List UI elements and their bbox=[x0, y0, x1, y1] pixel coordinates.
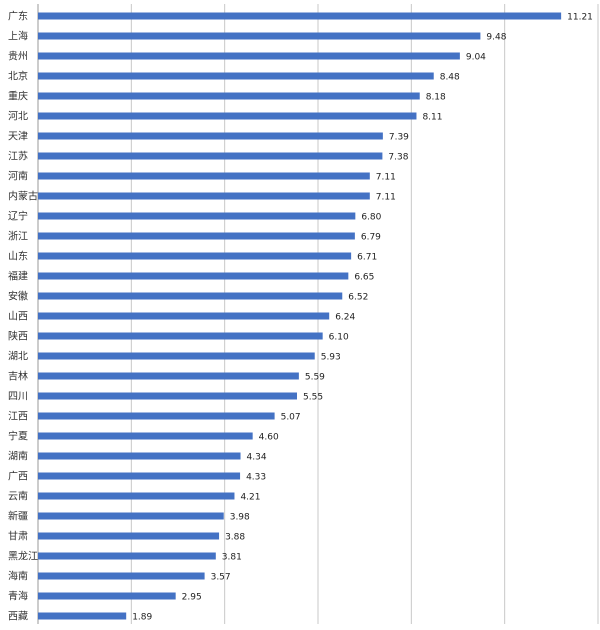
bar bbox=[38, 592, 176, 600]
value-label: 5.07 bbox=[281, 413, 301, 423]
category-label: 青海 bbox=[8, 590, 28, 603]
category-label: 湖北 bbox=[8, 351, 28, 363]
bar bbox=[38, 72, 434, 80]
category-label: 西藏 bbox=[8, 611, 28, 623]
value-label: 6.80 bbox=[361, 213, 381, 223]
value-label: 4.60 bbox=[259, 433, 279, 443]
value-label: 6.79 bbox=[361, 233, 381, 243]
category-label: 江西 bbox=[8, 411, 28, 423]
category-label: 湖南 bbox=[8, 450, 28, 463]
bar bbox=[38, 512, 224, 520]
bar bbox=[38, 112, 417, 120]
value-label: 4.33 bbox=[246, 473, 266, 483]
bar bbox=[38, 272, 349, 280]
value-label: 9.04 bbox=[466, 53, 486, 63]
category-label: 四川 bbox=[8, 392, 28, 403]
value-label: 4.34 bbox=[247, 453, 267, 463]
category-label: 广西 bbox=[8, 471, 28, 483]
bar bbox=[38, 12, 562, 20]
category-label: 黑龙江 bbox=[8, 550, 38, 563]
bar bbox=[38, 492, 235, 500]
bar bbox=[38, 192, 370, 200]
bar bbox=[38, 172, 370, 180]
category-label: 河北 bbox=[8, 111, 28, 123]
category-label: 山西 bbox=[8, 311, 28, 323]
category-label: 宁夏 bbox=[8, 430, 28, 443]
value-label: 3.98 bbox=[230, 513, 250, 523]
category-label: 江苏 bbox=[8, 150, 28, 163]
category-label: 内蒙古 bbox=[8, 190, 38, 203]
category-label: 吉林 bbox=[8, 370, 28, 383]
category-label: 山东 bbox=[8, 250, 28, 263]
bar bbox=[38, 132, 383, 140]
category-label: 广东 bbox=[8, 10, 28, 23]
value-label: 5.93 bbox=[321, 353, 341, 363]
category-label: 天津 bbox=[8, 131, 28, 143]
category-label: 海南 bbox=[8, 570, 28, 583]
bar bbox=[38, 92, 420, 100]
value-label: 8.11 bbox=[422, 113, 442, 123]
bars bbox=[38, 12, 562, 620]
bar bbox=[38, 232, 355, 240]
value-label: 3.81 bbox=[222, 553, 242, 563]
value-label: 6.71 bbox=[357, 253, 377, 263]
category-label: 北京 bbox=[8, 70, 28, 83]
bar bbox=[38, 352, 315, 360]
bar bbox=[38, 412, 275, 420]
category-label: 甘肃 bbox=[8, 530, 28, 543]
bar bbox=[38, 52, 460, 60]
value-label: 9.48 bbox=[486, 33, 506, 43]
category-label: 河南 bbox=[8, 170, 28, 183]
value-label: 6.24 bbox=[335, 313, 355, 323]
category-label: 陕西 bbox=[8, 330, 28, 343]
value-label: 5.59 bbox=[305, 373, 325, 383]
bar bbox=[38, 292, 343, 300]
category-label: 贵州 bbox=[8, 50, 28, 63]
bar bbox=[38, 532, 220, 540]
value-label: 7.38 bbox=[388, 153, 408, 163]
bar bbox=[38, 152, 383, 160]
value-label: 8.18 bbox=[426, 93, 446, 103]
category-label: 浙江 bbox=[8, 231, 28, 243]
category-label: 上海 bbox=[8, 30, 28, 43]
bar bbox=[38, 472, 241, 480]
bar bbox=[38, 432, 253, 440]
bar bbox=[38, 32, 481, 40]
bar bbox=[38, 392, 297, 400]
bar bbox=[38, 452, 241, 460]
bar bbox=[38, 252, 352, 260]
category-labels: 广东上海贵州北京重庆河北天津江苏河南内蒙古辽宁浙江山东福建安徽山西陕西湖北吉林四… bbox=[8, 10, 38, 623]
value-label: 7.11 bbox=[376, 173, 396, 183]
value-label: 7.39 bbox=[389, 133, 409, 143]
value-label: 7.11 bbox=[376, 193, 396, 203]
bar bbox=[38, 612, 127, 620]
value-label: 3.88 bbox=[225, 533, 245, 543]
bar bbox=[38, 552, 216, 560]
value-label: 5.55 bbox=[303, 393, 323, 403]
bar bbox=[38, 572, 205, 580]
category-label: 新疆 bbox=[8, 510, 28, 523]
category-label: 重庆 bbox=[8, 90, 28, 103]
bar bbox=[38, 372, 299, 380]
value-label: 4.21 bbox=[240, 493, 260, 503]
value-label: 11.21 bbox=[567, 13, 593, 23]
category-label: 辽宁 bbox=[8, 210, 28, 223]
value-label: 6.52 bbox=[348, 293, 368, 303]
category-label: 安徽 bbox=[8, 290, 28, 303]
value-label: 3.57 bbox=[211, 573, 231, 583]
bar bbox=[38, 312, 330, 320]
value-label: 2.95 bbox=[182, 593, 202, 603]
value-labels: 11.21 9.489.04 8.48 8.18 8.11 7.39 7.38 7.11 7.1… bbox=[132, 13, 593, 623]
value-label: 6.65 bbox=[354, 273, 374, 283]
value-label: 1.89 bbox=[132, 613, 152, 623]
bar bbox=[38, 212, 356, 220]
category-label: 福建 bbox=[8, 270, 28, 283]
value-label: 6.10 bbox=[329, 333, 349, 343]
category-label: 云南 bbox=[8, 490, 28, 503]
bar bbox=[38, 332, 323, 340]
value-label: 8.48 bbox=[440, 73, 460, 83]
